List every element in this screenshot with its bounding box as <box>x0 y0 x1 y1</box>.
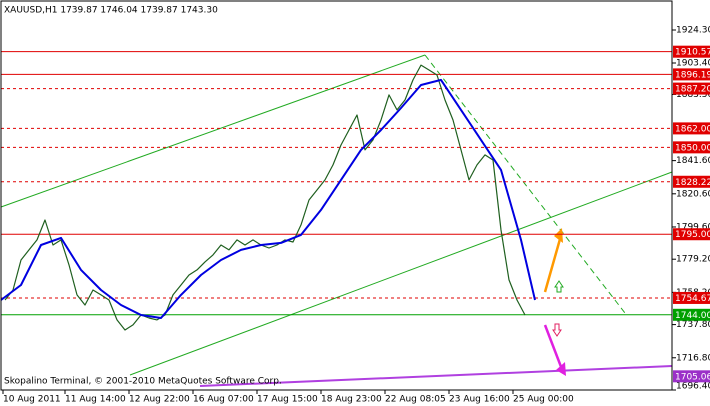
level-label-box <box>673 370 710 383</box>
level-label: 1744.00 <box>675 311 710 321</box>
x-tick-label: 16 Aug 07:00 <box>193 395 254 405</box>
level-label: 1862.00 <box>675 124 710 134</box>
moving-average <box>0 78 536 319</box>
level-label: 1828.22 <box>675 178 710 188</box>
x-tick-label: 10 Aug 2011 <box>3 395 61 405</box>
drawing-objects <box>0 54 673 387</box>
level-label-box <box>673 308 710 321</box>
signal-up <box>554 280 564 293</box>
price-line <box>4 64 526 331</box>
arrow-head <box>554 228 563 243</box>
y-tick-label: 1737.80 <box>676 320 710 330</box>
level-label: 1910.57 <box>675 48 710 58</box>
chart-title: XAUUSD,H1 1739.87 1746.04 1739.87 1743.3… <box>4 6 218 16</box>
y-tick-label: 1799.60 <box>676 222 710 232</box>
x-tick-label: 25 Aug 00:00 <box>513 395 574 405</box>
level-label: 1887.20 <box>675 85 710 95</box>
y-tick-label: 1716.80 <box>676 353 710 363</box>
arrow-up <box>543 231 564 293</box>
level-label-box <box>673 228 710 241</box>
level-label-box <box>673 291 710 304</box>
y-tick-label: 1779.20 <box>676 255 710 265</box>
arrow-head <box>556 362 566 376</box>
channel-upper <box>0 54 426 208</box>
x-tick-label: 22 Aug 08:05 <box>385 395 446 405</box>
trend-purple <box>199 365 673 387</box>
level-label-box <box>673 141 710 154</box>
y-tick-label: 1820.60 <box>676 189 710 199</box>
channel-lower <box>129 171 673 376</box>
level-label-box <box>673 82 710 95</box>
level-label-box <box>673 122 710 135</box>
y-tick-label: 1696.40 <box>676 382 710 392</box>
x-tick-label: 18 Aug 23:00 <box>321 395 382 405</box>
y-tick-label: 1883.50 <box>676 90 710 100</box>
y-tick-label: 1903.40 <box>676 59 710 69</box>
level-label: 1795.00 <box>675 230 710 240</box>
level-label: 1754.67 <box>675 294 710 304</box>
level-label: 1850.00 <box>675 143 710 153</box>
x-tick-label: 17 Aug 15:00 <box>257 395 318 405</box>
level-label-box <box>673 175 710 188</box>
x-tick-label: 11 Aug 14:00 <box>65 395 126 405</box>
arrow-down <box>543 324 565 373</box>
signal-down <box>552 323 562 337</box>
level-label-box <box>673 68 710 81</box>
level-label: 1896.19 <box>675 70 710 80</box>
level-label: 1705.06 <box>675 372 710 382</box>
x-tick-label: 23 Aug 16:00 <box>449 395 510 405</box>
trend-dashed <box>424 54 626 314</box>
x-tick-label: 12 Aug 22:00 <box>129 395 190 405</box>
level-label-box <box>673 45 710 58</box>
plot-frame <box>0 0 673 391</box>
copyright: Skopalino Terminal, © 2001-2010 MetaQuot… <box>4 377 282 387</box>
y-tick-label: 1841.60 <box>676 156 710 166</box>
y-tick-label: 1924.30 <box>676 25 710 35</box>
